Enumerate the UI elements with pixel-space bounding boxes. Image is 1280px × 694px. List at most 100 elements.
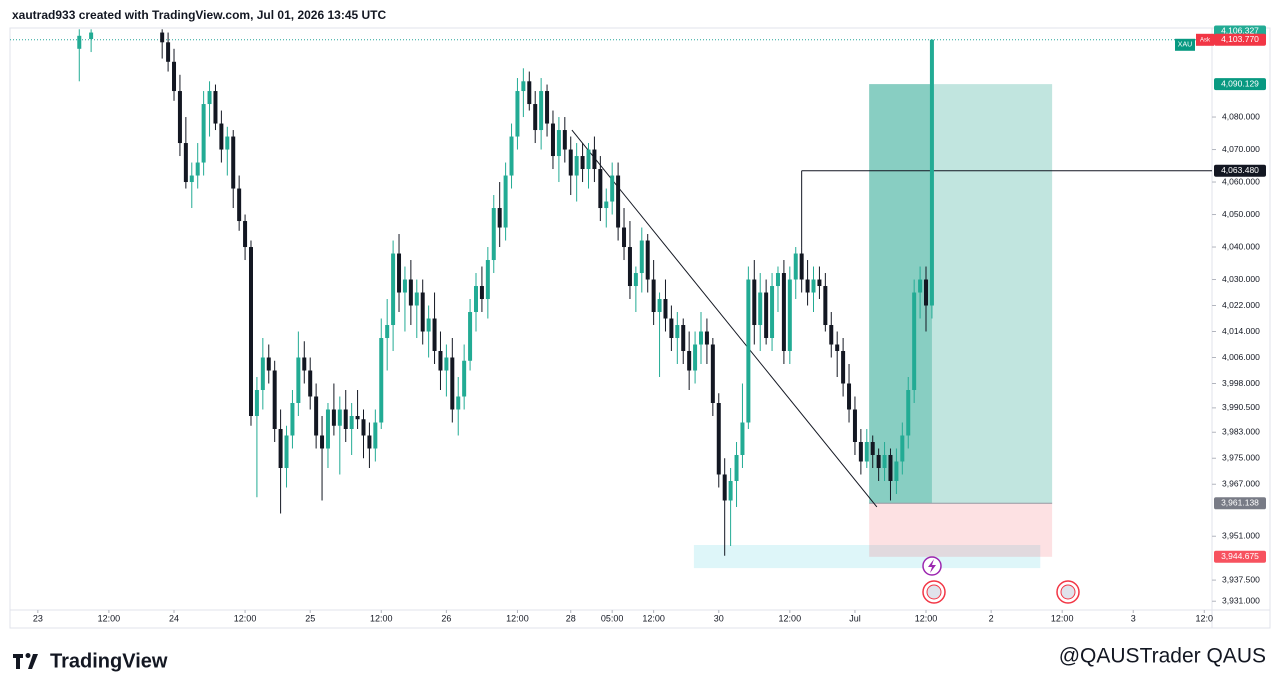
y-tick-label: 4,050.000 bbox=[1222, 209, 1260, 219]
candle-body bbox=[746, 279, 751, 423]
candle-body bbox=[924, 279, 929, 306]
candle-body bbox=[562, 130, 567, 150]
x-tick-label: 12:00 bbox=[915, 613, 938, 623]
candle-body bbox=[604, 201, 609, 209]
candle-body bbox=[556, 130, 561, 157]
candle-body bbox=[900, 435, 905, 462]
candle-body bbox=[379, 338, 384, 423]
candle-body bbox=[426, 318, 431, 332]
candle-body bbox=[473, 286, 478, 313]
candle-body bbox=[432, 318, 437, 352]
y-tick-label: 3,931.000 bbox=[1222, 595, 1260, 605]
candle-body bbox=[361, 419, 366, 436]
price-badge bbox=[1214, 33, 1266, 46]
candle-body bbox=[337, 409, 342, 426]
candle-body bbox=[290, 403, 295, 436]
candle-body bbox=[793, 253, 798, 280]
candle-body bbox=[183, 143, 188, 183]
candle-body bbox=[349, 416, 354, 429]
candle-body bbox=[663, 299, 668, 319]
candle-body bbox=[817, 279, 822, 287]
logo-mark bbox=[13, 653, 38, 669]
candle-body bbox=[752, 279, 757, 326]
candle-body bbox=[533, 104, 538, 131]
candle-body bbox=[385, 325, 390, 339]
candle-body bbox=[610, 175, 615, 202]
axes: 4,080.000 4,070.000 4,060.000 4,050.000 4,04… bbox=[33, 25, 1266, 623]
candle-body bbox=[367, 435, 372, 449]
candle-body bbox=[894, 461, 899, 481]
candle-body bbox=[805, 279, 810, 293]
chart-title: xautrad933 created with TradingView.com,… bbox=[12, 8, 386, 22]
x-tick-label: 24 bbox=[169, 613, 179, 623]
candle-body bbox=[402, 279, 407, 293]
candle-body bbox=[515, 91, 520, 137]
event-icon bbox=[926, 584, 942, 600]
candle-body bbox=[189, 175, 194, 183]
candle-body bbox=[302, 357, 307, 371]
candle-body bbox=[639, 240, 644, 274]
candle-body bbox=[912, 292, 917, 391]
candle-body bbox=[397, 253, 402, 293]
x-tick-label: 12:00 bbox=[370, 613, 393, 623]
candle-body bbox=[888, 454, 893, 481]
candle-body bbox=[740, 422, 745, 455]
symbol-tag: XAU bbox=[1178, 42, 1192, 49]
symbol-tag-bg bbox=[1175, 38, 1195, 51]
candle-body bbox=[781, 273, 786, 352]
candle-body bbox=[278, 428, 283, 468]
price-badge bbox=[1214, 78, 1266, 91]
candle-body bbox=[616, 175, 621, 228]
candle-body bbox=[847, 383, 852, 410]
y-tick-label: 4,060.000 bbox=[1222, 176, 1260, 186]
candle-body bbox=[929, 39, 934, 306]
candle-body bbox=[503, 175, 508, 228]
price-badge-label: 4,063.480 bbox=[1221, 165, 1259, 175]
candle-body bbox=[550, 123, 555, 157]
candle-body bbox=[829, 325, 834, 345]
candle-body bbox=[799, 253, 804, 280]
y-tick-label: 4,014.000 bbox=[1222, 326, 1260, 336]
candle-body bbox=[728, 480, 733, 501]
candle-body bbox=[870, 441, 875, 455]
candle-body bbox=[391, 253, 396, 326]
frame bbox=[9, 27, 1271, 629]
candle-body bbox=[858, 441, 863, 462]
candle-body bbox=[722, 474, 727, 501]
price-badge-label: 4,090.129 bbox=[1221, 78, 1259, 88]
candle-body bbox=[296, 357, 301, 404]
trendline bbox=[571, 129, 878, 508]
x-tick-label: 26 bbox=[441, 613, 451, 623]
zone bbox=[693, 545, 1041, 569]
y-tick-label: 4,022.000 bbox=[1222, 300, 1260, 310]
candle-body bbox=[645, 240, 650, 280]
candle-body bbox=[284, 435, 289, 468]
candle-body bbox=[876, 454, 881, 468]
candle-body bbox=[592, 149, 597, 170]
candle-body bbox=[272, 370, 277, 429]
x-tick-label: 25 bbox=[305, 613, 315, 623]
candle-body bbox=[823, 286, 828, 326]
candle-body bbox=[462, 360, 467, 397]
candle-body bbox=[704, 331, 709, 345]
candle-body bbox=[177, 91, 182, 144]
candle-body bbox=[491, 208, 496, 261]
candle-body bbox=[373, 422, 378, 449]
candle-body bbox=[770, 286, 775, 339]
x-tick-label: 30 bbox=[714, 613, 724, 623]
candle-body bbox=[438, 351, 443, 371]
candle-body bbox=[201, 104, 206, 163]
y-tick-label: 3,967.000 bbox=[1222, 478, 1260, 488]
candle-body bbox=[539, 91, 544, 131]
candle-body bbox=[308, 370, 313, 397]
brand-logo: TradingView bbox=[13, 650, 168, 672]
candle-body bbox=[841, 351, 846, 384]
x-tick-label: 12:00 bbox=[506, 613, 529, 623]
event-icons bbox=[922, 556, 1080, 604]
candle-body bbox=[160, 32, 165, 43]
candle-body bbox=[521, 81, 526, 92]
candle-body bbox=[787, 279, 792, 352]
candle-body bbox=[166, 42, 171, 62]
x-tick-label: 12:00 bbox=[1051, 613, 1074, 623]
